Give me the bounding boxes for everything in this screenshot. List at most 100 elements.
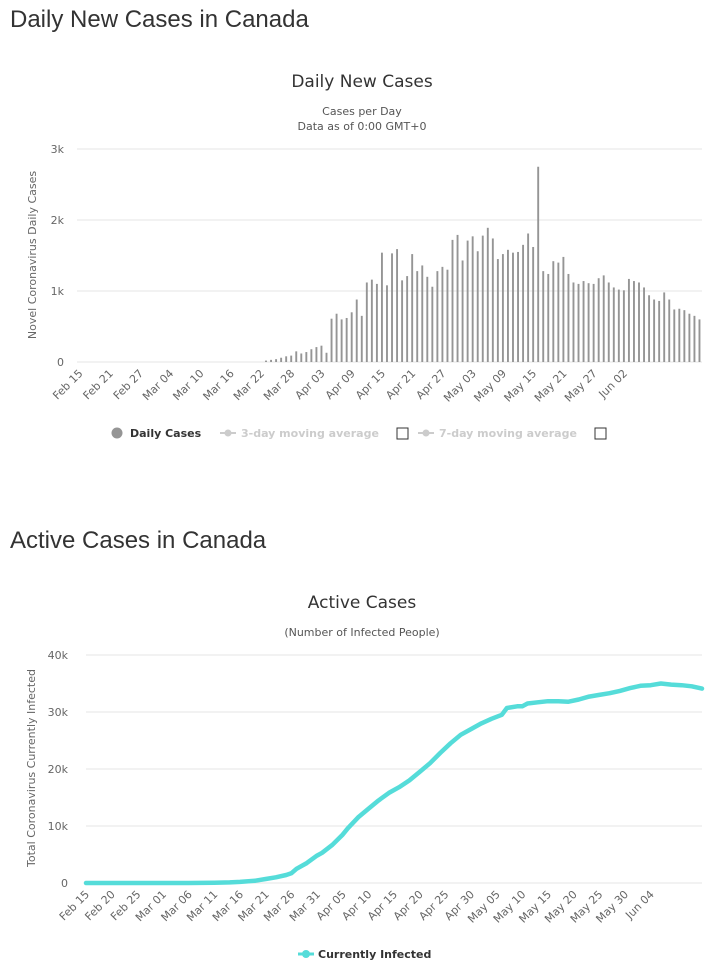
bar[interactable] bbox=[683, 310, 686, 362]
bar[interactable] bbox=[365, 282, 368, 362]
bar[interactable] bbox=[396, 249, 399, 362]
legend-item-7day-average[interactable]: 7-day moving average bbox=[418, 427, 577, 440]
bar[interactable] bbox=[295, 351, 298, 362]
bar[interactable] bbox=[370, 279, 373, 362]
bar[interactable] bbox=[496, 259, 499, 362]
bar[interactable] bbox=[658, 300, 661, 362]
bar[interactable] bbox=[622, 290, 625, 362]
bar[interactable] bbox=[627, 278, 630, 362]
bar[interactable] bbox=[633, 281, 635, 362]
bar[interactable] bbox=[426, 276, 429, 362]
bar[interactable] bbox=[380, 252, 383, 362]
checkbox-7day-average[interactable] bbox=[594, 427, 607, 440]
bar[interactable] bbox=[486, 227, 489, 362]
bar[interactable] bbox=[360, 315, 363, 362]
bar[interactable] bbox=[401, 280, 404, 362]
bar[interactable] bbox=[542, 271, 545, 362]
bar[interactable] bbox=[597, 278, 600, 362]
bar[interactable] bbox=[350, 312, 353, 362]
bar[interactable] bbox=[592, 283, 595, 362]
bar[interactable] bbox=[501, 254, 504, 362]
bar[interactable] bbox=[391, 253, 393, 362]
chart-subtitle-line: Data as of 0:00 GMT+0 bbox=[298, 120, 427, 133]
bar[interactable] bbox=[355, 299, 358, 362]
bar[interactable] bbox=[602, 275, 605, 362]
bar[interactable] bbox=[285, 356, 288, 362]
bar[interactable] bbox=[507, 249, 509, 362]
bar[interactable] bbox=[436, 271, 439, 362]
bar[interactable] bbox=[476, 251, 479, 362]
bar[interactable] bbox=[481, 235, 484, 362]
bar[interactable] bbox=[315, 347, 318, 362]
bar[interactable] bbox=[517, 251, 519, 362]
bar[interactable] bbox=[421, 265, 424, 362]
bar[interactable] bbox=[325, 352, 328, 362]
bar[interactable] bbox=[446, 269, 449, 362]
bar[interactable] bbox=[557, 262, 560, 362]
bar[interactable] bbox=[532, 246, 535, 362]
bar[interactable] bbox=[612, 287, 615, 362]
bar[interactable] bbox=[512, 252, 514, 362]
bar[interactable] bbox=[617, 289, 620, 362]
bar[interactable] bbox=[693, 315, 696, 362]
bar[interactable] bbox=[653, 299, 656, 362]
bar[interactable] bbox=[320, 345, 323, 362]
bar[interactable] bbox=[270, 359, 272, 362]
legend-item-currently-infected[interactable]: Currently Infected bbox=[298, 948, 431, 961]
bar[interactable] bbox=[300, 353, 303, 362]
bar[interactable] bbox=[638, 282, 640, 362]
bar[interactable] bbox=[416, 271, 419, 362]
bar[interactable] bbox=[471, 236, 474, 362]
bar[interactable] bbox=[537, 166, 540, 362]
bar[interactable] bbox=[411, 254, 414, 362]
bar[interactable] bbox=[582, 281, 585, 362]
bar[interactable] bbox=[673, 309, 676, 362]
bar[interactable] bbox=[562, 256, 565, 362]
bar[interactable] bbox=[406, 276, 409, 362]
section-title-active: Active Cases in Canada bbox=[10, 527, 267, 554]
checkbox-3day-average[interactable] bbox=[396, 427, 409, 440]
bar[interactable] bbox=[648, 295, 651, 362]
bar[interactable] bbox=[527, 233, 530, 362]
y-tick-label: 20k bbox=[48, 763, 69, 776]
bar[interactable] bbox=[678, 308, 681, 362]
bar[interactable] bbox=[451, 239, 454, 362]
bar[interactable] bbox=[280, 357, 283, 362]
bar[interactable] bbox=[547, 273, 550, 362]
bar[interactable] bbox=[345, 317, 348, 362]
bar[interactable] bbox=[587, 283, 590, 362]
bar[interactable] bbox=[456, 234, 459, 362]
bar[interactable] bbox=[340, 319, 343, 362]
bar[interactable] bbox=[305, 352, 308, 362]
bar[interactable] bbox=[522, 244, 525, 362]
bar[interactable] bbox=[491, 238, 494, 362]
bar[interactable] bbox=[290, 355, 293, 362]
x-tick-label: Apr 03 bbox=[293, 367, 328, 402]
bar[interactable] bbox=[375, 283, 378, 362]
active-cases-chart: Active Cases (Number of Infected People)… bbox=[25, 593, 705, 961]
bar[interactable] bbox=[275, 359, 278, 362]
bar[interactable] bbox=[461, 260, 464, 362]
bar[interactable] bbox=[335, 313, 338, 362]
bar[interactable] bbox=[386, 285, 388, 362]
chart-subtitle-line: Cases per Day bbox=[322, 105, 402, 118]
bar[interactable] bbox=[577, 283, 580, 362]
bar[interactable] bbox=[698, 319, 701, 362]
bar[interactable] bbox=[310, 349, 313, 362]
legend-item-3day-average[interactable]: 3-day moving average bbox=[220, 427, 379, 440]
legend-marker-dot bbox=[302, 950, 310, 958]
bar[interactable] bbox=[668, 299, 671, 362]
bar[interactable] bbox=[607, 282, 610, 362]
bar[interactable] bbox=[663, 292, 666, 362]
bar[interactable] bbox=[643, 287, 645, 362]
bar[interactable] bbox=[466, 240, 469, 362]
bar[interactable] bbox=[688, 313, 691, 362]
bar[interactable] bbox=[552, 261, 555, 362]
bar[interactable] bbox=[567, 273, 570, 362]
bar[interactable] bbox=[441, 266, 444, 362]
bar[interactable] bbox=[572, 282, 575, 362]
legend-item-daily-cases[interactable]: Daily Cases bbox=[111, 427, 202, 440]
bar[interactable] bbox=[330, 318, 333, 362]
bar[interactable] bbox=[431, 286, 434, 362]
bar[interactable] bbox=[265, 360, 267, 362]
